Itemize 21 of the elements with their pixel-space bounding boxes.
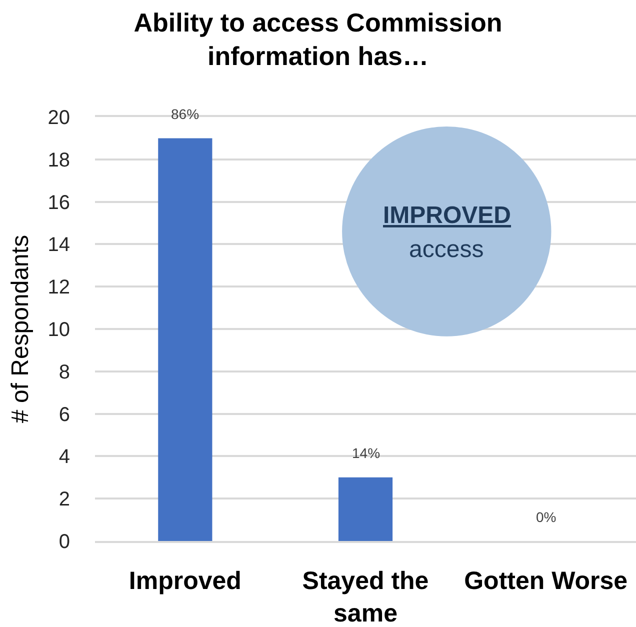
y-tick-label: 4 bbox=[58, 446, 70, 468]
annotation: access bbox=[409, 236, 484, 263]
y-tick-label: 12 bbox=[48, 276, 70, 299]
y-tick-label: 14 bbox=[48, 234, 70, 256]
annotation: 14% bbox=[352, 445, 380, 461]
annotation: 86% bbox=[171, 106, 200, 122]
y-tick-label: 2 bbox=[58, 488, 70, 511]
y-tick-label: 8 bbox=[58, 361, 70, 384]
y-axis-title: # of Respondants bbox=[6, 234, 34, 424]
y-tick-label: 10 bbox=[48, 319, 70, 341]
annotation: 0% bbox=[536, 509, 556, 525]
y-tick-label: 20 bbox=[48, 107, 70, 129]
annotation: IMPROVED bbox=[383, 202, 512, 229]
x-tick-label: Improved bbox=[128, 566, 242, 595]
y-tick-label: 6 bbox=[58, 404, 70, 426]
chart-title: Ability to access Commission information has… bbox=[134, 7, 502, 72]
x-tick-label: Stayed the same bbox=[302, 566, 429, 627]
y-tick-label: 0 bbox=[58, 531, 70, 553]
x-tick-label: Gotten Worse bbox=[464, 566, 628, 595]
y-tick-label: 16 bbox=[48, 192, 70, 214]
y-tick-label: 18 bbox=[48, 149, 70, 172]
